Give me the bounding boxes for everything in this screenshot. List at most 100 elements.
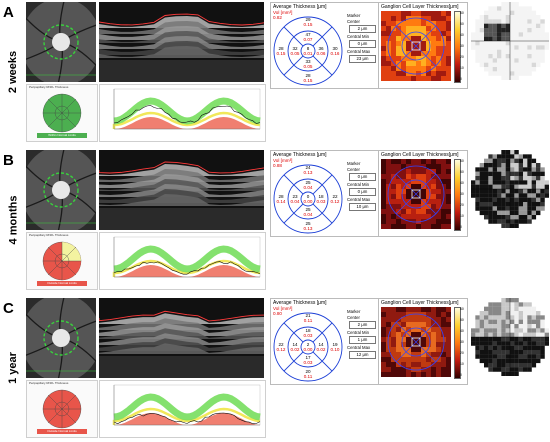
visual-field-cell (475, 184, 480, 190)
gcl-heatmap-cell (421, 21, 426, 26)
fovea-marker (411, 189, 421, 199)
gcl-heatmap-cell (441, 21, 446, 26)
gcl-heatmap-cell (416, 36, 421, 41)
gcl-heatmap-cell (436, 352, 441, 357)
visual-field-cell (488, 219, 493, 224)
gcl-heatmap-cell (391, 46, 396, 51)
gcl-heatmap-cell (391, 362, 396, 367)
gcl-heatmap-cell (446, 189, 451, 194)
gcl-heatmap-cell (431, 184, 436, 189)
gcl-heatmap-cell (411, 204, 416, 209)
etdrs-sector-line (312, 322, 333, 343)
visual-field-cell (514, 219, 519, 224)
visual-field-cell (471, 328, 476, 333)
gcl-heatmap-cell (431, 51, 436, 56)
gcl-heatmap-cell (441, 179, 446, 184)
visual-field-cell (488, 210, 493, 216)
visual-field-cell (540, 32, 545, 37)
optic-disc (52, 329, 70, 347)
gcl-heatmap-cell (386, 169, 391, 174)
gcl-heatmap-cell (391, 194, 396, 199)
visual-field-cell (531, 319, 537, 325)
gcl-heatmap-cell (411, 169, 416, 174)
visual-field-cell (531, 197, 537, 203)
visual-field-cell (544, 184, 550, 190)
etdrs-sector-inner-top: 25 0.04 (302, 180, 314, 190)
visual-field-cell (497, 350, 502, 355)
visual-field-cell (531, 54, 537, 59)
gcl-heatmap-cell (436, 372, 441, 377)
gcl-heatmap-cell (416, 322, 421, 327)
visual-field-cell (471, 32, 476, 37)
thickness-stats: Marker Center 0 μm Central Min 0 μm Central M… (347, 160, 376, 212)
visual-field-cell (536, 19, 541, 24)
gcl-heatmap-cell (391, 322, 396, 327)
abnormal-range-band (114, 413, 260, 425)
rnfl-sector-divider (47, 246, 77, 276)
visual-field-cell (514, 62, 519, 68)
visual-field-cell (531, 311, 537, 316)
visual-field-cell (540, 49, 545, 55)
visual-field-cell (484, 45, 489, 50)
visual-field-cell (518, 10, 524, 16)
gcl-heatmap-cell (431, 219, 436, 224)
gcl-heatmap-cell (426, 189, 431, 194)
visual-field-cell (518, 306, 524, 312)
visual-field-cell (505, 315, 511, 320)
gcl-heatmap-cell (416, 224, 421, 229)
visual-field-cell (527, 23, 532, 29)
visual-field-cell (527, 184, 532, 190)
gcl-heatmap-cell (391, 169, 396, 174)
volume-readout: Vol [mm³] 0.80 (273, 306, 293, 316)
visual-field-cell (536, 319, 541, 325)
gcl-thickness-panel: Ganglion Cell Layer Thickness[μm] 60 50 40… (378, 2, 468, 89)
volume-readout: Vol [mm³] 0.88 (273, 158, 293, 168)
visual-field-cell (475, 315, 480, 320)
visual-field-cell (527, 197, 532, 203)
gcl-heatmap-cell (441, 367, 446, 372)
visual-field-cell (497, 302, 502, 307)
visual-field-cell (492, 315, 498, 320)
visual-field-cell (475, 337, 480, 342)
gcl-heatmap-cell (426, 46, 431, 51)
visual-field-cell (492, 167, 498, 172)
visual-field-cell (484, 337, 489, 342)
visual-field-map (471, 298, 550, 377)
gcl-heatmap-cell (441, 347, 446, 352)
gcl-heatmap-cell (446, 214, 451, 219)
retinal-layer-band (99, 194, 264, 206)
abnormal-range-band (114, 117, 260, 129)
visual-field-cell (475, 206, 480, 211)
etdrs-sector-inner-bottom: 17 0.03 (302, 355, 314, 365)
gcl-heatmap-cell (396, 219, 401, 224)
gcl-heatmap-cell (401, 362, 406, 367)
visual-field-cell (514, 324, 519, 329)
visual-field-cell (501, 302, 506, 307)
visual-field-cell (488, 367, 493, 372)
visual-field-cell (510, 150, 515, 155)
gcl-heatmap-cell (381, 362, 386, 367)
visual-field-cell (501, 324, 506, 329)
visual-field-cell (505, 71, 511, 76)
gcl-heatmap-cell (431, 11, 436, 16)
visual-field-cell (540, 324, 545, 329)
visual-field-cell (492, 332, 498, 338)
gcl-heatmap-cell (416, 76, 421, 81)
gcl-heatmap-cell (391, 21, 396, 26)
gcl-heatmap-cell (416, 362, 421, 367)
gcl-heatmap-cell (441, 51, 446, 56)
visual-field-cell (479, 345, 485, 351)
gcl-heatmap-cell (386, 307, 391, 312)
visual-field-cell (510, 45, 515, 50)
gcl-heatmap-cell (411, 36, 416, 41)
visual-field-cell (540, 202, 545, 207)
gcl-thickness-panel: Ganglion Cell Layer Thickness[μm] 60 50 40… (378, 298, 468, 385)
scale-tick-label: 40 (460, 329, 464, 333)
gcl-heatmap-cell (436, 347, 441, 352)
visual-field-cell (501, 206, 506, 211)
visual-field-cell (510, 193, 515, 198)
visual-field-cell (497, 10, 502, 16)
visual-field-cell (510, 163, 515, 168)
visual-field-cell (501, 54, 506, 59)
visual-field-cell (523, 158, 528, 164)
